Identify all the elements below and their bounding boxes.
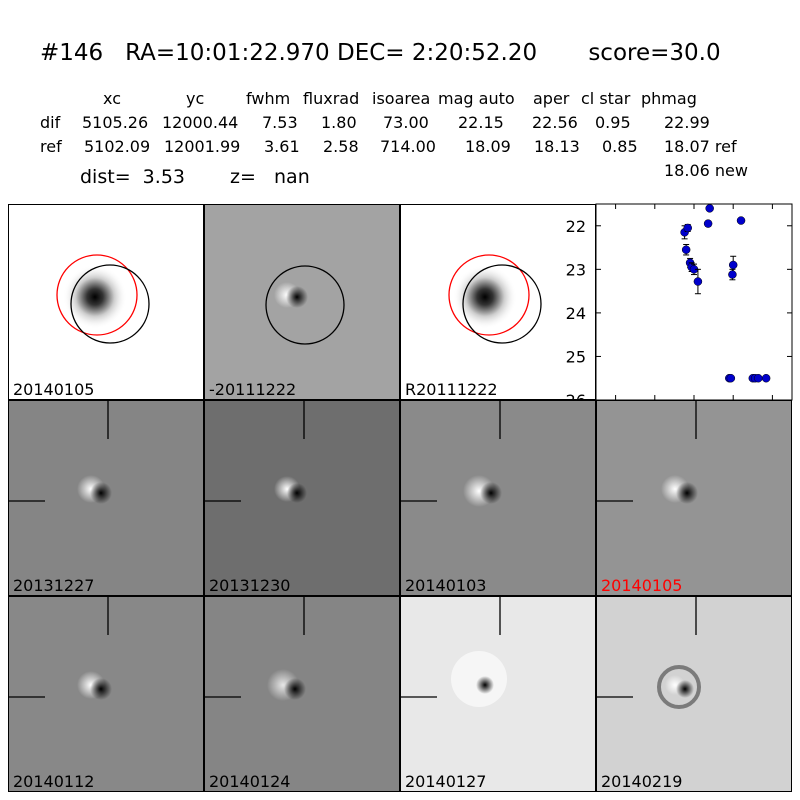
- col-header-phmag: phmag: [641, 89, 697, 108]
- y-tick-label: 22: [566, 217, 586, 236]
- col-header-yc: yc: [186, 89, 205, 108]
- image-panel-epoch: 20131227: [8, 400, 204, 596]
- data-point: [683, 223, 692, 233]
- aperture-ring-ref: [56, 254, 138, 336]
- data-point: [736, 216, 746, 225]
- table-cell: 22.56: [532, 113, 578, 132]
- table-cell: 18.07 ref: [664, 137, 737, 156]
- data-point: [703, 219, 713, 228]
- data-point: [754, 373, 763, 383]
- epoch-image: [205, 597, 306, 701]
- col-header-cl-star: cl star: [581, 89, 631, 108]
- light-curve-chart: 2223242526−100−50050100: [566, 203, 793, 423]
- diff-image: [265, 265, 345, 345]
- panel-label: 20140219: [601, 772, 683, 791]
- row-label-dif: dif: [40, 113, 61, 132]
- ra-value: RA=10:01:22.970: [125, 40, 330, 66]
- star-image: [56, 254, 150, 344]
- panel-label: 20140103: [405, 576, 487, 595]
- epoch-image: [9, 401, 112, 504]
- epoch-image: [401, 597, 507, 707]
- epoch-image: [9, 597, 112, 700]
- col-header-mag-auto: mag auto: [438, 89, 515, 108]
- epoch-image: [205, 401, 307, 503]
- dec-value: DEC= 2:20:52.20: [337, 40, 538, 66]
- table-cell: 73.00: [383, 113, 429, 132]
- panel-label: R20111222: [405, 380, 498, 399]
- row-label-ref: ref: [40, 137, 62, 156]
- data-point: [728, 270, 737, 279]
- z-value: z= nan: [230, 166, 310, 188]
- table-cell: 12001.99: [164, 137, 241, 156]
- image-panel-epoch: 20140124: [204, 596, 400, 792]
- candidate-id: #146: [40, 40, 104, 66]
- table-cell: 2.58: [323, 137, 359, 156]
- table-cell: 5102.09: [84, 137, 151, 156]
- image-panel-epoch: 20140219: [596, 596, 792, 792]
- data-point: [693, 277, 703, 286]
- image-panel-diff: -20111222: [204, 204, 400, 400]
- col-header-fluxrad: fluxrad: [303, 89, 360, 108]
- phmag-new: 18.06 new: [664, 161, 748, 180]
- table-cell: 714.00: [380, 137, 436, 156]
- data-point: [681, 245, 691, 254]
- data-point: [705, 204, 714, 213]
- epoch-image: [597, 401, 698, 504]
- ref-star-image: [448, 254, 542, 344]
- data-point: [761, 373, 771, 383]
- table-cell: 18.09: [465, 137, 511, 156]
- table-cell: 22.99: [664, 113, 710, 132]
- y-tick-label: 23: [566, 260, 586, 279]
- y-tick-label: 24: [566, 304, 586, 323]
- image-panel-epoch: 20140112: [8, 596, 204, 792]
- image-panel-epoch: 20140127: [400, 596, 596, 792]
- table-cell: 18.13: [534, 137, 580, 156]
- panel-label: 20131227: [13, 576, 95, 595]
- y-tick-label: 25: [566, 347, 586, 366]
- col-header-isoarea: isoarea: [372, 89, 431, 108]
- aperture-ring-dif: [70, 264, 150, 344]
- col-header-fwhm: fwhm: [246, 89, 291, 108]
- image-panel-ref: R20111222: [400, 204, 596, 400]
- col-header-xc: xc: [103, 89, 121, 108]
- table-cell: 1.80: [321, 113, 357, 132]
- panel-label: 20140112: [13, 772, 95, 791]
- table-cell: 0.85: [602, 137, 638, 156]
- panel-label: 20140105: [13, 380, 95, 399]
- candidate-title: #146 RA=10:01:22.970 DEC= 2:20:52.20 sco…: [40, 40, 721, 66]
- table-cell: 0.95: [595, 113, 631, 132]
- panel-label: -20111222: [209, 380, 297, 399]
- table-cell: 7.53: [262, 113, 298, 132]
- plot-frame: [595, 203, 793, 401]
- image-panel-epoch: 20140103: [400, 400, 596, 596]
- panel-label-current: 20140105: [601, 576, 683, 595]
- panel-label: 20131230: [209, 576, 291, 595]
- data-point: [728, 260, 738, 270]
- table-cell: 12000.44: [162, 113, 239, 132]
- panel-label: 20140124: [209, 772, 291, 791]
- score-value: score=30.0: [588, 40, 721, 66]
- image-panel-epoch-current: 20140105: [596, 400, 792, 596]
- table-cell: 3.61: [264, 137, 300, 156]
- image-panel-new: 20140105: [8, 204, 204, 400]
- panel-label: 20140127: [405, 772, 487, 791]
- dist-value: dist= 3.53: [80, 166, 185, 188]
- epoch-image: [597, 597, 701, 709]
- epoch-image: [401, 401, 502, 507]
- data-point: [726, 373, 736, 383]
- table-cell: 5105.26: [82, 113, 149, 132]
- col-header-aper: aper: [533, 89, 570, 108]
- table-cell: 22.15: [458, 113, 504, 132]
- image-panel-epoch: 20131230: [204, 400, 400, 596]
